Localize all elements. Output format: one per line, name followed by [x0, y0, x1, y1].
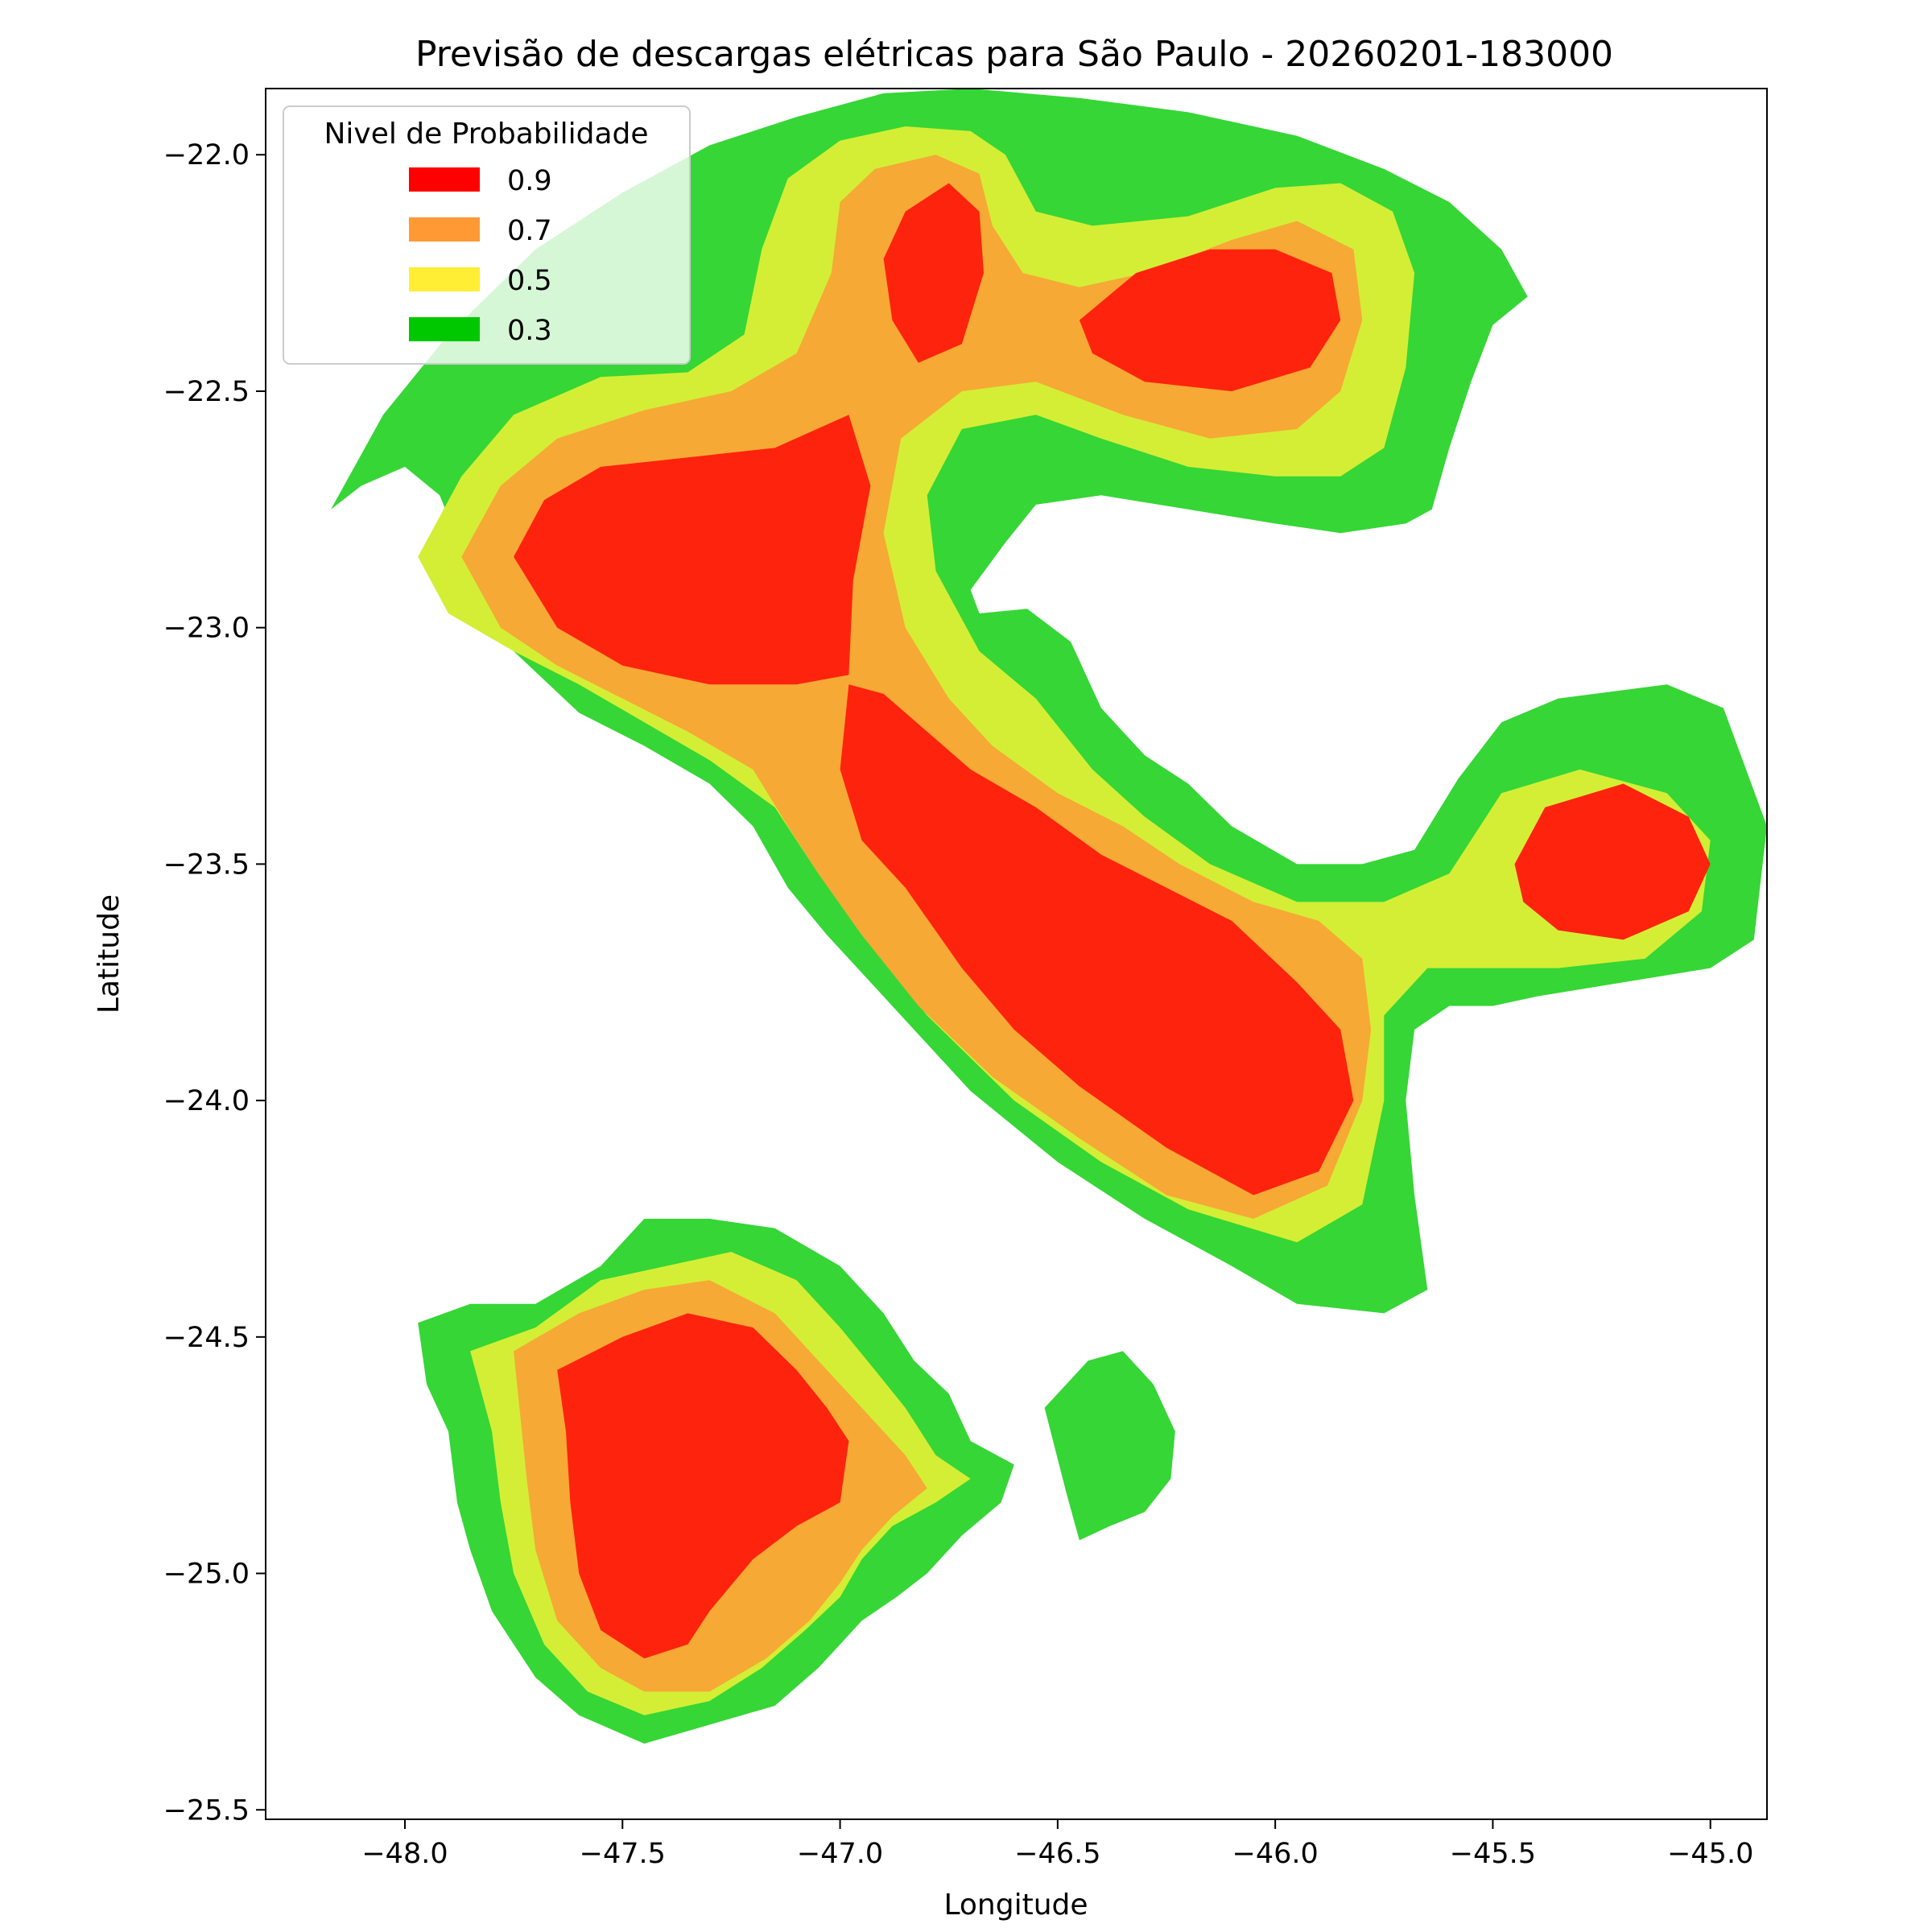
x-tick-label: −45.5	[1450, 1838, 1536, 1870]
y-tick-label: −23.0	[163, 613, 250, 645]
y-tick-label: −22.5	[163, 376, 250, 408]
y-axis: −22.0 −22.5 −23.0 −23.5 −24.0 −24.5 −25.0 −25.5	[163, 139, 266, 1827]
legend-entries: 0.9 0.7 0.5 0.3	[409, 165, 552, 347]
y-tick-label: −24.5	[163, 1322, 250, 1354]
contour-southern-lobe-09	[557, 1313, 849, 1659]
y-tick-label: −25.5	[163, 1794, 250, 1827]
legend-box	[283, 105, 691, 365]
contour-northern-arc-09	[514, 183, 1711, 1195]
legend-swatch-03	[409, 317, 480, 341]
y-tick-label: −25.0	[163, 1558, 250, 1591]
y-tick-label: −23.5	[163, 848, 250, 881]
x-tick-label: −46.5	[1014, 1838, 1100, 1870]
y-tick-label: −22.0	[163, 139, 250, 171]
legend-swatch-05	[409, 267, 480, 291]
x-tick-label: −48.0	[361, 1838, 448, 1870]
plot-frame	[265, 88, 1768, 1820]
y-tick-label: −24.0	[163, 1085, 250, 1117]
y-axis-label: Latitude	[93, 894, 126, 1013]
contour-small-cell-03	[1044, 1351, 1175, 1541]
legend-label-05: 0.5	[507, 265, 552, 297]
x-tick-label: −47.0	[797, 1838, 883, 1870]
legend-swatch-07	[409, 217, 480, 242]
legend: Nivel de Probabilidade 0.9 0.7 0.5 0.3	[283, 105, 691, 365]
x-tick-label: −45.0	[1667, 1838, 1753, 1870]
chart-title: Previsão de descargas elétricas para São…	[415, 34, 1613, 75]
x-axis: −48.0 −47.5 −47.0 −46.5 −46.0 −45.5 −45.0	[361, 1819, 1753, 1870]
legend-swatch-09	[409, 167, 480, 192]
legend-label-03: 0.3	[507, 315, 552, 347]
contour-layer	[331, 89, 1767, 1744]
legend-title: Nivel de Probabilidade	[324, 118, 648, 151]
x-tick-label: −47.5	[580, 1838, 666, 1870]
legend-label-09: 0.9	[507, 165, 552, 197]
legend-label-07: 0.7	[507, 215, 552, 247]
x-axis-label: Longitude	[943, 1889, 1088, 1922]
x-tick-label: −46.0	[1232, 1838, 1319, 1870]
